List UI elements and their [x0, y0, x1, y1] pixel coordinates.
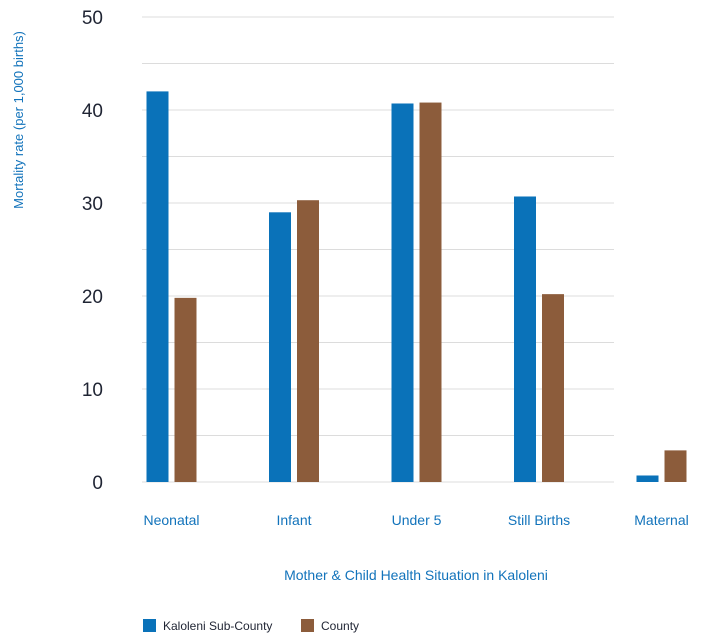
y-tick-label: 0	[92, 473, 103, 494]
bar-county-1	[297, 200, 319, 482]
x-tick-label: Still Births	[508, 512, 570, 528]
bar-kaloleni-0	[146, 91, 169, 483]
bar-kaloleni-4	[636, 475, 659, 482]
x-tick-label: Neonatal	[143, 512, 199, 528]
x-tick-label: Infant	[276, 512, 311, 528]
y-tick-label: 20	[82, 287, 103, 308]
bar-kaloleni-3	[514, 196, 536, 483]
bar-county-3	[542, 294, 564, 482]
y-tick-label: 30	[82, 194, 103, 215]
gridlines	[142, 16, 614, 483]
y-axis-label: Mortality rate (per 1,000 births)	[11, 31, 26, 209]
bar-county-0	[174, 297, 197, 482]
legend-swatch	[301, 619, 314, 632]
y-tick-label: 50	[82, 8, 103, 29]
bar-kaloleni-2	[391, 103, 414, 483]
legend-swatch	[143, 619, 156, 632]
bar-county-4	[664, 450, 687, 482]
y-tick-labels: 0 10 20 30 40 50	[82, 8, 103, 494]
x-tick-label: Maternal	[634, 512, 688, 528]
x-tick-labels: Neonatal Infant Under 5 Still Births Materna…	[143, 512, 688, 528]
y-tick-label: 10	[82, 380, 103, 401]
y-tick-label: 40	[82, 101, 103, 122]
bars	[146, 91, 687, 483]
bar-county-2	[419, 102, 442, 482]
legend-label: County	[321, 619, 359, 633]
legend-label: Kaloleni Sub-County	[163, 619, 272, 633]
x-tick-label: Under 5	[392, 512, 442, 528]
bar-kaloleni-1	[269, 212, 291, 483]
x-axis-label: Mother & Child Health Situation in Kalol…	[284, 567, 548, 583]
legend: Kaloleni Sub-County County	[143, 619, 359, 633]
